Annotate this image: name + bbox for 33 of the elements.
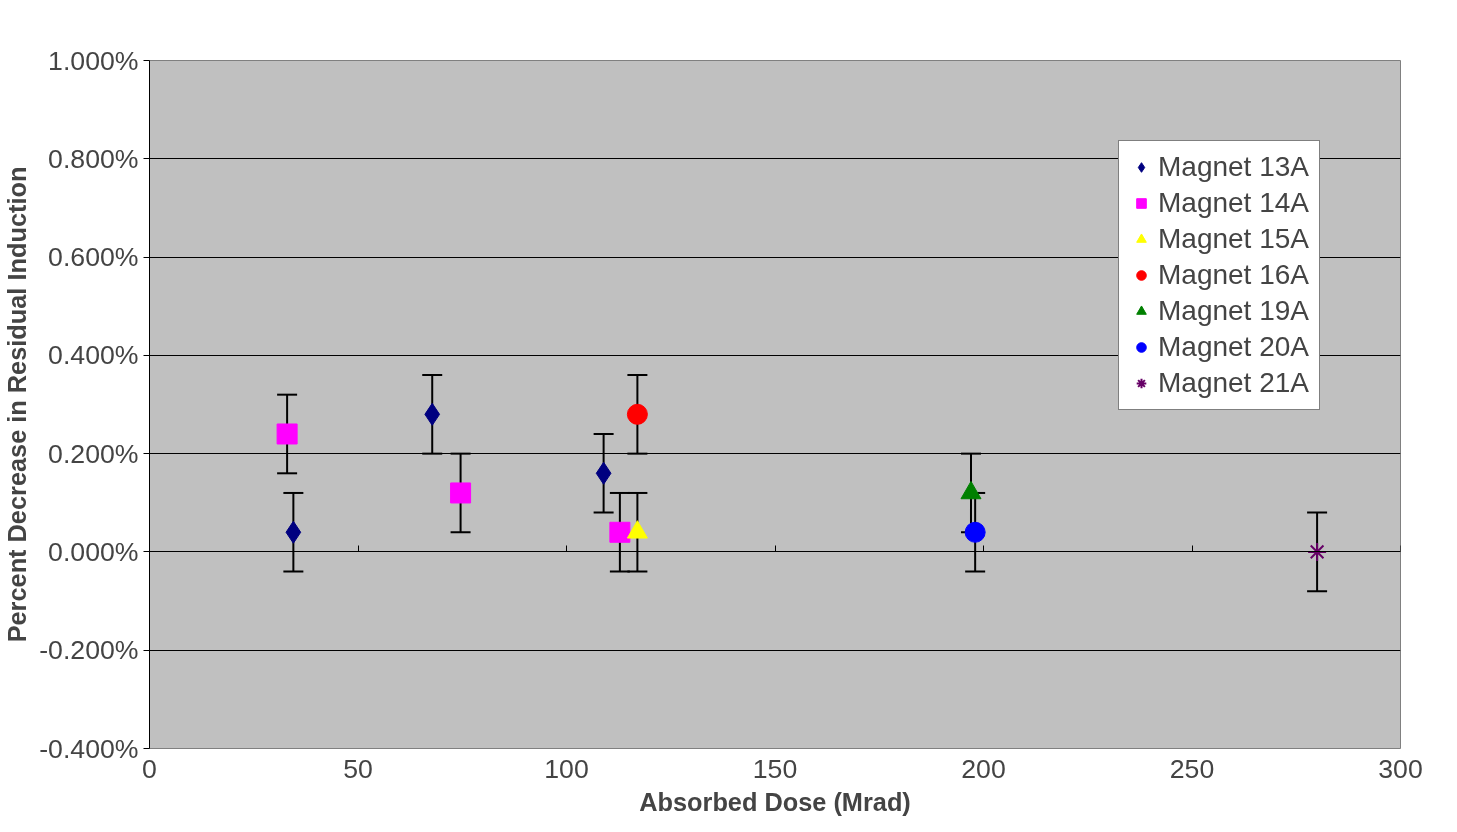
point bbox=[285, 520, 302, 544]
x-tick-label: 250 bbox=[1169, 753, 1215, 784]
x-tick-label: 150 bbox=[752, 753, 798, 784]
point bbox=[276, 423, 298, 445]
point bbox=[609, 521, 631, 543]
x-tick-label: 50 bbox=[343, 753, 373, 784]
x-tick-label: 100 bbox=[544, 753, 589, 784]
y-tick-label: 0.600% bbox=[48, 242, 139, 273]
y-tick-label: 0.800% bbox=[48, 143, 139, 174]
point bbox=[595, 461, 612, 485]
y-tick-label: -0.400% bbox=[39, 733, 139, 764]
point bbox=[450, 482, 472, 504]
y-tick-label: 1.000% bbox=[48, 45, 139, 76]
x-axis-title: Absorbed Dose (Mrad) bbox=[639, 787, 911, 816]
x-tick-label: 0 bbox=[142, 753, 157, 784]
point bbox=[424, 402, 441, 426]
point bbox=[964, 521, 986, 543]
legend-label: Magnet 20A bbox=[1158, 331, 1309, 363]
legend-label: Magnet 21A bbox=[1158, 367, 1309, 399]
x-tick-label: 300 bbox=[1378, 753, 1423, 784]
legend-label: Magnet 13A bbox=[1158, 151, 1309, 183]
y-tick-label: -0.200% bbox=[39, 635, 139, 666]
legend-label: Magnet 15A bbox=[1158, 223, 1309, 255]
y-tick-label: 0.000% bbox=[48, 536, 139, 567]
y-tick-label: 0.200% bbox=[48, 438, 139, 469]
legend-label: Magnet 19A bbox=[1158, 295, 1309, 327]
legend-label: Magnet 14A bbox=[1158, 187, 1309, 219]
x-tick-label: 200 bbox=[961, 753, 1006, 784]
point bbox=[626, 403, 648, 425]
y-axis-title: Percent Decrease in Residual Induction bbox=[3, 166, 32, 643]
y-tick-label: 0.400% bbox=[48, 340, 139, 371]
legend-label: Magnet 16A bbox=[1158, 259, 1309, 291]
point bbox=[1307, 541, 1328, 562]
